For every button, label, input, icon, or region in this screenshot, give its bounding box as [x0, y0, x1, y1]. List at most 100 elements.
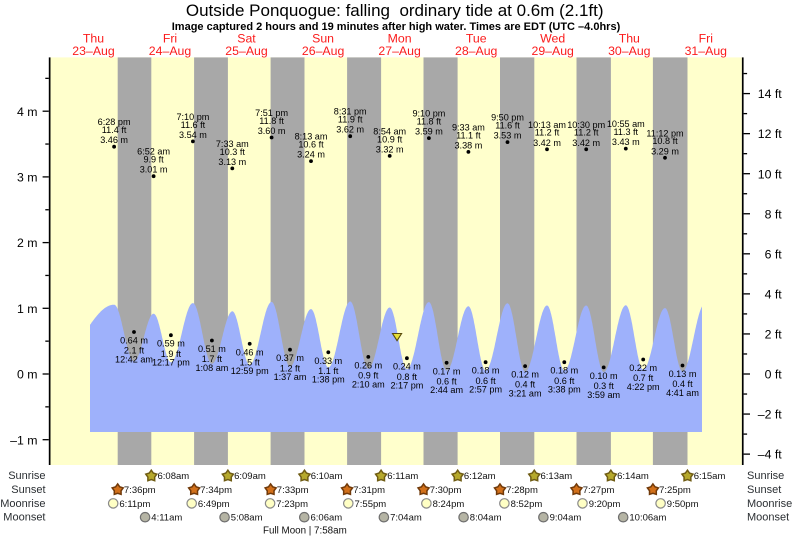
- svg-text:3.54 m: 3.54 m: [179, 130, 207, 140]
- svg-text:2.1 ft: 2.1 ft: [124, 346, 145, 356]
- svg-text:9:50 pm: 9:50 pm: [491, 113, 524, 123]
- svg-text:7:31pm: 7:31pm: [353, 485, 385, 496]
- svg-text:3.59 m: 3.59 m: [415, 127, 443, 137]
- svg-text:2:17 pm: 2:17 pm: [390, 381, 423, 391]
- svg-text:0.10 m: 0.10 m: [590, 371, 618, 381]
- svg-text:8:24pm: 8:24pm: [433, 499, 465, 510]
- svg-text:3.62 m: 3.62 m: [336, 125, 364, 135]
- svg-text:7:33pm: 7:33pm: [277, 485, 309, 496]
- svg-text:Thu: Thu: [619, 31, 640, 45]
- svg-text:0.18 m: 0.18 m: [472, 366, 500, 376]
- svg-text:1:37 am: 1:37 am: [274, 372, 307, 382]
- svg-text:0.9 ft: 0.9 ft: [358, 371, 379, 381]
- svg-text:1:38 pm: 1:38 pm: [312, 375, 345, 385]
- svg-text:3.42 m: 3.42 m: [572, 138, 600, 148]
- svg-text:11.4 ft: 11.4 ft: [102, 125, 127, 135]
- svg-text:Fri: Fri: [163, 31, 177, 45]
- svg-text:4:22 pm: 4:22 pm: [627, 382, 660, 392]
- svg-text:Moonset: Moonset: [3, 512, 45, 524]
- svg-text:3.38 m: 3.38 m: [454, 140, 482, 150]
- svg-text:Image captured 2 hours and 19: Image captured 2 hours and 19 minutes af…: [172, 21, 621, 33]
- svg-text:1.5 ft: 1.5 ft: [240, 357, 261, 367]
- svg-text:26–Aug: 26–Aug: [302, 44, 345, 58]
- svg-text:11.6 ft: 11.6 ft: [495, 121, 520, 131]
- svg-text:0.26 m: 0.26 m: [354, 360, 382, 370]
- svg-text:3:59 am: 3:59 am: [587, 390, 620, 400]
- svg-text:11.6 ft: 11.6 ft: [181, 120, 206, 130]
- svg-text:1:08 am: 1:08 am: [195, 363, 228, 373]
- svg-text:12 ft: 12 ft: [758, 127, 783, 141]
- svg-text:6:09am: 6:09am: [234, 471, 266, 482]
- svg-text:10.3 ft: 10.3 ft: [220, 147, 246, 157]
- svg-text:1.1 ft: 1.1 ft: [318, 366, 339, 376]
- svg-text:6:28 pm: 6:28 pm: [98, 117, 131, 127]
- svg-text:0.4 ft: 0.4 ft: [672, 379, 693, 389]
- svg-text:3:21 am: 3:21 am: [509, 389, 542, 399]
- svg-text:6:13am: 6:13am: [541, 471, 573, 482]
- svg-text:7:36pm: 7:36pm: [124, 485, 156, 496]
- svg-text:6:11pm: 6:11pm: [119, 499, 150, 510]
- svg-text:6:06am: 6:06am: [311, 513, 343, 524]
- svg-text:10:06am: 10:06am: [629, 513, 666, 524]
- svg-text:10:30 pm: 10:30 pm: [567, 120, 605, 130]
- svg-text:7:10 pm: 7:10 pm: [176, 112, 209, 122]
- svg-text:9.9 ft: 9.9 ft: [143, 155, 164, 165]
- svg-text:8:31 pm: 8:31 pm: [334, 107, 367, 117]
- svg-text:11.2 ft: 11.2 ft: [574, 128, 599, 138]
- svg-text:3.24 m: 3.24 m: [297, 150, 325, 160]
- svg-text:0.3 ft: 0.3 ft: [594, 381, 615, 391]
- svg-text:28–Aug: 28–Aug: [455, 44, 498, 58]
- svg-text:Outside Ponquogue: falling or: Outside Ponquogue: falling ordinary tide…: [186, 1, 604, 20]
- svg-text:6:11am: 6:11am: [387, 471, 418, 482]
- svg-text:Sunset: Sunset: [747, 484, 781, 496]
- svg-text:31–Aug: 31–Aug: [685, 44, 728, 58]
- svg-text:7:55pm: 7:55pm: [355, 499, 387, 510]
- svg-text:4:11am: 4:11am: [151, 513, 182, 524]
- svg-text:1.7 ft: 1.7 ft: [202, 354, 223, 364]
- svg-text:3:38 pm: 3:38 pm: [548, 385, 581, 395]
- svg-text:10.8 ft: 10.8 ft: [652, 136, 678, 146]
- svg-text:5:08am: 5:08am: [231, 513, 263, 524]
- svg-text:6:10am: 6:10am: [311, 471, 343, 482]
- svg-text:0 m: 0 m: [17, 368, 38, 382]
- svg-text:10:55 am: 10:55 am: [607, 119, 645, 129]
- svg-text:3.53 m: 3.53 m: [494, 131, 522, 141]
- svg-text:11.9 ft: 11.9 ft: [338, 115, 363, 125]
- svg-text:Sunrise: Sunrise: [8, 470, 45, 482]
- svg-text:9:33 am: 9:33 am: [452, 122, 485, 132]
- svg-text:1.9 ft: 1.9 ft: [161, 349, 182, 359]
- svg-text:30–Aug: 30–Aug: [608, 44, 651, 58]
- svg-text:25–Aug: 25–Aug: [225, 44, 268, 58]
- svg-text:11:12 pm: 11:12 pm: [646, 128, 683, 138]
- svg-text:7:23pm: 7:23pm: [276, 499, 308, 510]
- svg-text:0.51 m: 0.51 m: [198, 344, 226, 354]
- svg-text:3.42 m: 3.42 m: [533, 138, 561, 148]
- svg-text:0.8 ft: 0.8 ft: [397, 372, 418, 382]
- svg-text:2:57 pm: 2:57 pm: [469, 385, 502, 395]
- svg-text:14 ft: 14 ft: [758, 87, 783, 101]
- svg-text:11.8 ft: 11.8 ft: [259, 116, 284, 126]
- svg-text:6:08am: 6:08am: [158, 471, 190, 482]
- svg-text:8:52pm: 8:52pm: [511, 499, 543, 510]
- svg-text:0.18 m: 0.18 m: [550, 366, 578, 376]
- svg-text:0 ft: 0 ft: [765, 368, 783, 382]
- svg-text:27–Aug: 27–Aug: [378, 44, 421, 58]
- svg-text:2 ft: 2 ft: [765, 328, 783, 342]
- svg-text:3.60 m: 3.60 m: [258, 126, 286, 136]
- svg-text:0.64 m: 0.64 m: [120, 336, 148, 346]
- svg-text:3.29 m: 3.29 m: [651, 146, 679, 156]
- svg-text:9:20pm: 9:20pm: [589, 499, 621, 510]
- svg-text:0.7 ft: 0.7 ft: [633, 373, 654, 383]
- svg-text:6:15am: 6:15am: [694, 471, 726, 482]
- svg-text:Tue: Tue: [466, 31, 487, 45]
- svg-text:3.32 m: 3.32 m: [376, 144, 404, 154]
- svg-text:9:50pm: 9:50pm: [667, 499, 699, 510]
- svg-text:7:30pm: 7:30pm: [430, 485, 462, 496]
- svg-text:23–Aug: 23–Aug: [72, 44, 115, 58]
- svg-text:24–Aug: 24–Aug: [149, 44, 192, 58]
- svg-text:3 m: 3 m: [17, 171, 38, 185]
- svg-text:7:51 pm: 7:51 pm: [255, 108, 288, 118]
- svg-text:6:52 am: 6:52 am: [137, 147, 170, 157]
- svg-text:9:04am: 9:04am: [550, 513, 582, 524]
- svg-text:7:04am: 7:04am: [390, 513, 422, 524]
